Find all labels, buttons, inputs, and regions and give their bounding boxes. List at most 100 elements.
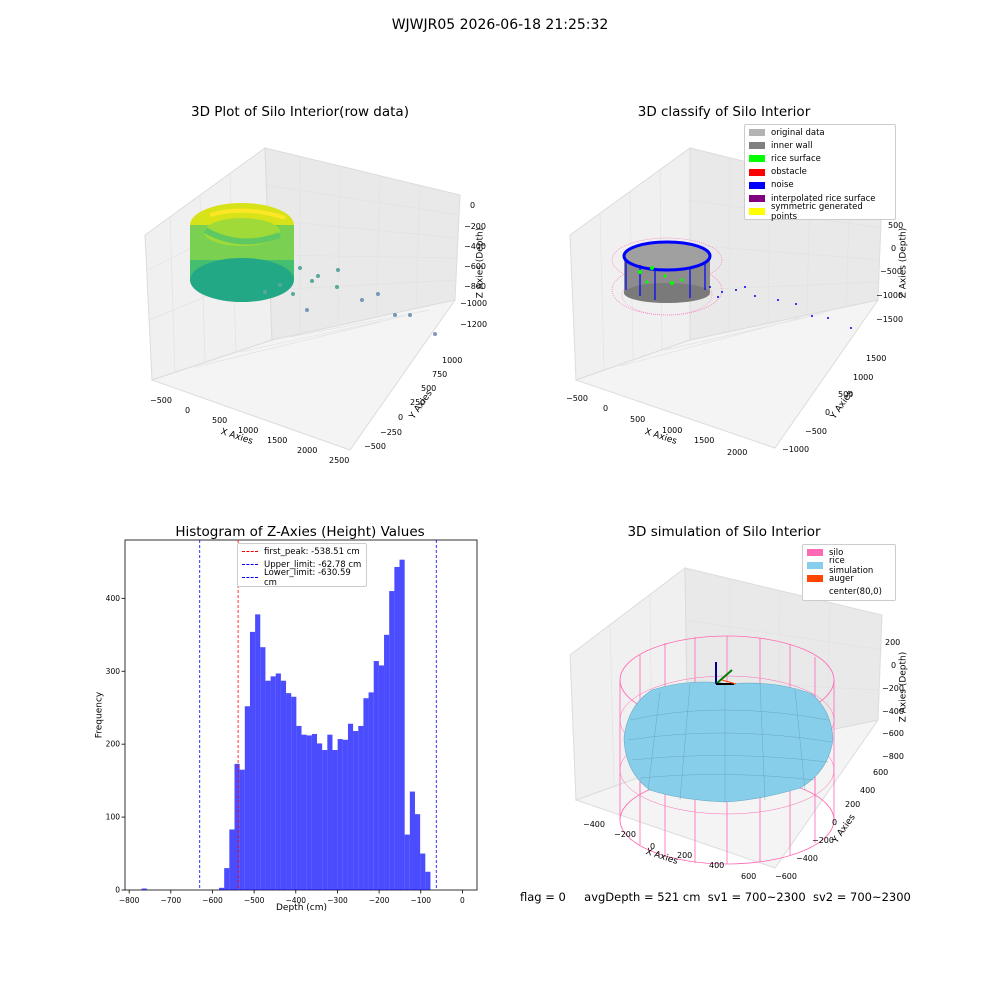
histogram-bar — [255, 614, 261, 890]
histogram-bar — [265, 680, 271, 890]
histogram-xtick-label: 0 — [460, 896, 465, 905]
status-sv2: sv2 = 700~2300 — [812, 890, 911, 904]
panel3-title: Histogram of Z-Axies (Height) Values — [175, 524, 425, 540]
histogram-bar — [311, 733, 318, 890]
histogram-bar — [286, 693, 292, 890]
histogram-bar — [296, 725, 302, 890]
histogram-bar — [275, 673, 281, 890]
histogram-bar — [368, 692, 374, 890]
histogram-bar — [244, 706, 250, 890]
panel1-scatter-noise — [263, 266, 437, 336]
histogram-bars — [141, 559, 431, 890]
histogram-ytick-label: 200 — [106, 740, 121, 749]
histogram-bar — [399, 559, 405, 890]
histogram-bar — [425, 871, 431, 890]
histogram-xtick-label: −100 — [410, 896, 431, 905]
histogram-bar — [420, 853, 426, 890]
histogram-bar — [141, 888, 147, 890]
histogram-bar — [347, 723, 354, 890]
panel4-rice-surface — [623, 681, 834, 803]
legend-item: obstacle — [745, 166, 895, 179]
histogram-bar — [384, 634, 390, 890]
legend-item: rice simulation — [803, 556, 895, 576]
legend-swatch — [807, 588, 823, 596]
panel4-legend: silo rice simulation auger center(80,0) — [802, 544, 896, 601]
histogram-ytick-label: 100 — [106, 813, 121, 822]
panel1-zlabel: Z Axies (Depth) — [475, 227, 486, 299]
histogram-bar — [358, 725, 364, 890]
histogram-bar — [249, 631, 256, 890]
histogram-ytick-label: 400 — [106, 594, 121, 603]
panel4-title: 3D simulation of Silo Interior — [627, 524, 821, 540]
legend-swatch — [749, 155, 765, 163]
panel4-auger — [715, 662, 737, 685]
legend-swatch — [807, 549, 823, 557]
histogram-bar — [389, 591, 395, 890]
status-sv1: sv1 = 700~2300 — [707, 890, 806, 904]
legend-item: center(80,0) — [803, 586, 895, 599]
histogram-bar — [280, 680, 287, 890]
histogram-bar — [291, 696, 297, 890]
histogram-ytick-label: 0 — [115, 886, 120, 895]
histogram-bar — [260, 647, 266, 890]
histogram-bar — [327, 734, 333, 890]
histogram-bar — [373, 661, 379, 890]
histogram-bar — [301, 734, 307, 890]
legend-item: interpolated rice surface — [745, 192, 895, 205]
histogram-xticks: −800 −700 −600 −500 −400 −300 −200 −100 0 — [119, 890, 465, 905]
legend-swatch — [749, 208, 765, 216]
panel2-title: 3D classify of Silo Interior — [637, 104, 811, 120]
histogram-legend: first_peak: -538.51 cm Upper_limit: -62.… — [237, 543, 367, 588]
histogram-bar — [363, 698, 369, 890]
panel1-title: 3D Plot of Silo Interior(row data) — [191, 104, 409, 120]
histogram-bar — [239, 769, 245, 890]
legend-item: inner wall — [745, 139, 895, 152]
legend-swatch — [749, 168, 765, 176]
legend-swatch — [807, 562, 823, 570]
histogram-bar — [322, 750, 328, 890]
legend-swatch — [749, 181, 765, 189]
histogram-xtick-label: −300 — [327, 896, 348, 905]
histogram-bar — [270, 676, 276, 890]
panel4-zlabel: Z Axies (Depth) — [898, 651, 909, 723]
panel2-pane-floor — [574, 299, 880, 449]
histogram-bar — [342, 739, 348, 890]
legend-item: Upper_limit: -62.78 cm — [238, 558, 366, 571]
histogram-xtick-label: −400 — [285, 896, 306, 905]
legend-item: Lower_limit: -630.59 cm — [238, 568, 366, 588]
legend-item: original data — [745, 126, 895, 139]
panel1-pane-floor — [150, 299, 457, 451]
legend-line — [242, 564, 258, 566]
histogram-bar — [378, 665, 385, 890]
legend-line — [242, 551, 258, 553]
histogram-bar — [414, 814, 421, 890]
histogram-bar — [219, 887, 225, 890]
histogram-bar — [409, 791, 415, 890]
histogram-ytick-label: 300 — [106, 667, 121, 676]
legend-swatch — [749, 129, 765, 137]
panel2-legend: original data inner wall rice surface ob… — [744, 124, 896, 222]
histogram-bar — [317, 743, 323, 890]
legend-item: symmetric generated points — [745, 202, 895, 222]
panel2-zlabel: Z Axies (Depth) — [898, 227, 909, 299]
histogram-bar — [306, 735, 312, 890]
histogram-xlabel: Depth (cm) — [276, 903, 328, 913]
panel4-axes3d — [569, 567, 883, 869]
legend-item: silo — [803, 546, 895, 559]
histogram-bar — [394, 566, 400, 890]
figure-title: WJWJR05 2026-06-18 21:25:32 — [391, 17, 609, 33]
legend-swatch — [807, 575, 823, 583]
panel2-classified-cylinder — [611, 237, 852, 329]
panel4-rice-mesh — [627, 682, 833, 802]
legend-item: first_peak: -538.51 cm — [238, 545, 366, 558]
panel1-axes3d — [144, 147, 461, 451]
histogram-xtick-label: −500 — [244, 896, 265, 905]
histogram-bar — [337, 739, 343, 890]
legend-swatch — [749, 142, 765, 150]
legend-item: noise — [745, 179, 895, 192]
histogram-bar — [353, 731, 359, 890]
legend-swatch — [749, 195, 765, 203]
panel1-scatter-cylinder — [190, 203, 294, 302]
histogram-xtick-label: −700 — [161, 896, 182, 905]
histogram-xtick-label: −600 — [202, 896, 223, 905]
